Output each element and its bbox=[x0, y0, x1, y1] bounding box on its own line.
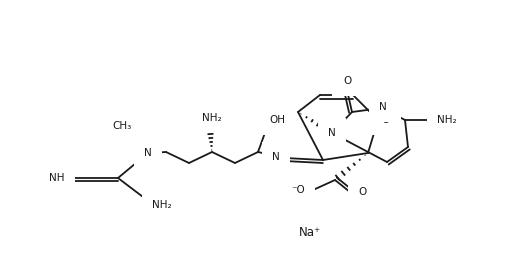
Text: O: O bbox=[358, 187, 366, 197]
Text: NH₂: NH₂ bbox=[152, 200, 172, 210]
Text: NH₂: NH₂ bbox=[437, 115, 456, 125]
Text: N: N bbox=[144, 148, 152, 158]
Text: O: O bbox=[343, 76, 351, 86]
Text: N: N bbox=[272, 152, 280, 162]
Text: ⁻O: ⁻O bbox=[291, 185, 305, 195]
Text: N: N bbox=[379, 102, 387, 112]
Text: NH: NH bbox=[49, 173, 65, 183]
Text: CH₃: CH₃ bbox=[113, 121, 132, 131]
Text: OH: OH bbox=[269, 115, 285, 125]
Text: N: N bbox=[328, 128, 336, 138]
Text: O: O bbox=[382, 115, 390, 125]
Text: Na⁺: Na⁺ bbox=[299, 226, 321, 239]
Text: NH₂: NH₂ bbox=[202, 113, 222, 123]
